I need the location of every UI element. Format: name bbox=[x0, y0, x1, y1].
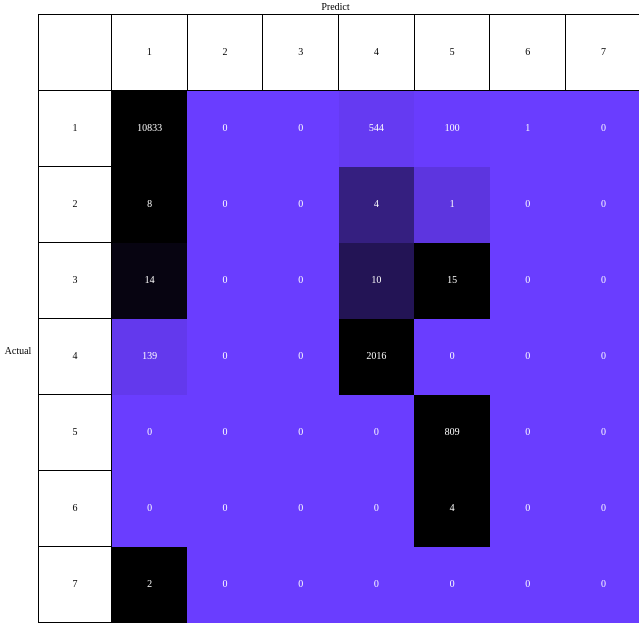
matrix-cell: 2016 bbox=[339, 319, 415, 395]
matrix-cell: 4 bbox=[414, 471, 490, 547]
matrix-cell: 0 bbox=[263, 243, 339, 319]
y-axis-title: Actual bbox=[0, 346, 36, 358]
matrix-cell: 10 bbox=[339, 243, 415, 319]
matrix-cell: 0 bbox=[187, 471, 263, 547]
matrix-cell: 0 bbox=[339, 547, 415, 623]
matrix-cell: 0 bbox=[566, 395, 639, 471]
predict-label-7: 7 bbox=[566, 15, 639, 91]
matrix-cell: 0 bbox=[490, 471, 566, 547]
matrix-cell: 0 bbox=[112, 395, 188, 471]
matrix-cell: 0 bbox=[263, 395, 339, 471]
matrix-cell: 0 bbox=[263, 547, 339, 623]
matrix-cell: 0 bbox=[263, 471, 339, 547]
actual-label-2: 2 bbox=[39, 167, 112, 243]
matrix-cell: 0 bbox=[414, 547, 490, 623]
matrix-cell: 0 bbox=[566, 547, 639, 623]
matrix-cell: 0 bbox=[566, 243, 639, 319]
matrix-cell: 0 bbox=[187, 91, 263, 167]
matrix-cell: 0 bbox=[187, 547, 263, 623]
matrix-cell: 2 bbox=[112, 547, 188, 623]
matrix-cell: 0 bbox=[187, 395, 263, 471]
matrix-cell: 1 bbox=[490, 91, 566, 167]
actual-label-4: 4 bbox=[39, 319, 112, 395]
actual-label-1: 1 bbox=[39, 91, 112, 167]
matrix-cell: 8 bbox=[112, 167, 188, 243]
matrix-cell: 0 bbox=[112, 471, 188, 547]
predict-label-4: 4 bbox=[339, 15, 415, 91]
actual-label-6: 6 bbox=[39, 471, 112, 547]
matrix-cell: 0 bbox=[490, 243, 566, 319]
matrix-cell: 14 bbox=[112, 243, 188, 319]
matrix-cell: 1 bbox=[414, 167, 490, 243]
actual-label-5: 5 bbox=[39, 395, 112, 471]
x-axis-title: Predict bbox=[38, 2, 633, 14]
matrix-cell: 0 bbox=[339, 395, 415, 471]
matrix-cell: 0 bbox=[490, 547, 566, 623]
actual-label-3: 3 bbox=[39, 243, 112, 319]
matrix-cell: 15 bbox=[414, 243, 490, 319]
actual-label-7: 7 bbox=[39, 547, 112, 623]
matrix-cell: 100 bbox=[414, 91, 490, 167]
matrix-cell: 0 bbox=[263, 319, 339, 395]
predict-label-5: 5 bbox=[414, 15, 490, 91]
predict-label-2: 2 bbox=[187, 15, 263, 91]
matrix-cell: 0 bbox=[187, 243, 263, 319]
predict-label-6: 6 bbox=[490, 15, 566, 91]
matrix-cell: 809 bbox=[414, 395, 490, 471]
corner-cell bbox=[39, 15, 112, 91]
matrix-cell: 0 bbox=[490, 167, 566, 243]
predict-label-3: 3 bbox=[263, 15, 339, 91]
matrix-cell: 544 bbox=[339, 91, 415, 167]
matrix-cell: 0 bbox=[339, 471, 415, 547]
matrix-cell: 0 bbox=[566, 319, 639, 395]
matrix-cell: 0 bbox=[187, 167, 263, 243]
matrix-cell: 0 bbox=[566, 471, 639, 547]
matrix-cell: 10833 bbox=[112, 91, 188, 167]
matrix-cell: 0 bbox=[566, 167, 639, 243]
matrix-cell: 0 bbox=[263, 167, 339, 243]
predict-label-1: 1 bbox=[112, 15, 188, 91]
matrix-cell: 0 bbox=[490, 319, 566, 395]
matrix-cell: 0 bbox=[414, 319, 490, 395]
matrix-cell: 4 bbox=[339, 167, 415, 243]
matrix-cell: 139 bbox=[112, 319, 188, 395]
matrix-cell: 0 bbox=[187, 319, 263, 395]
matrix-cell: 0 bbox=[263, 91, 339, 167]
matrix-cell: 0 bbox=[490, 395, 566, 471]
matrix-cell: 0 bbox=[566, 91, 639, 167]
